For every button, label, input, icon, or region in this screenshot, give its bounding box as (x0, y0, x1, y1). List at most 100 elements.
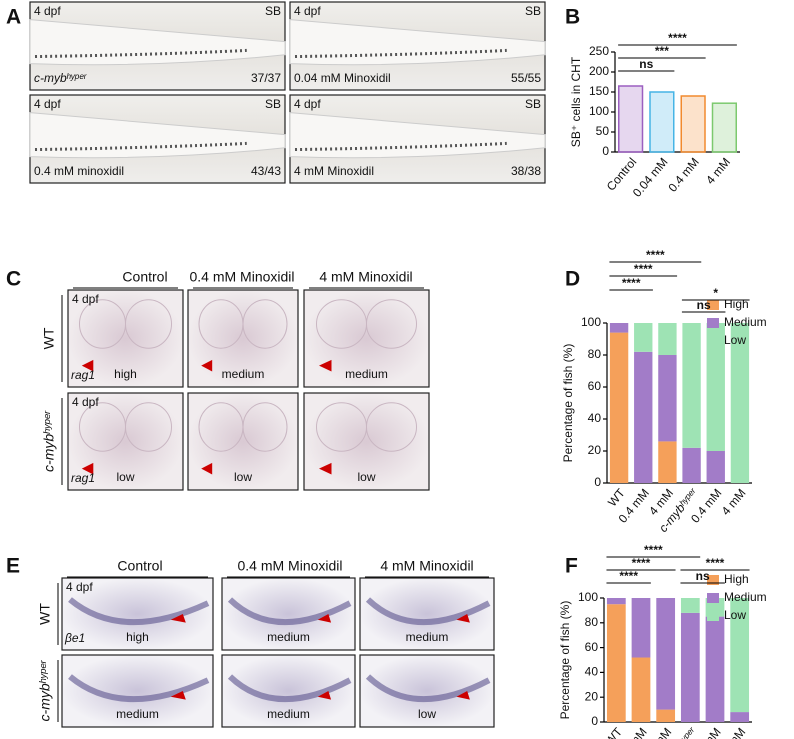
y-tick-label: 20 (588, 443, 602, 457)
level-label: medium (222, 367, 265, 381)
column-header: 0.4 mM Minoxidil (189, 269, 294, 285)
bar (618, 85, 644, 153)
level-label: medium (345, 367, 388, 381)
probe-label: rag1 (71, 368, 95, 382)
y-tick-label: 50 (596, 124, 610, 138)
level-label: low (418, 707, 436, 721)
x-tick-label: 4 mM (719, 486, 749, 518)
row-label: WT (41, 327, 57, 349)
condition-label: 4 mM Minoxidil (294, 164, 374, 178)
bar-segment (658, 441, 677, 483)
larva (68, 674, 210, 703)
larva (365, 597, 491, 626)
bar-segment (658, 355, 677, 442)
significance-label: **** (646, 248, 665, 262)
y-tick-label: 250 (589, 44, 609, 58)
legend-label: Low (724, 333, 746, 347)
panel-letter: F (565, 555, 578, 578)
stage-label: 4 dpf (294, 4, 321, 18)
significance-label: **** (634, 262, 653, 276)
level-label: medium (406, 630, 449, 644)
bar-segment (730, 323, 750, 483)
arrowhead (319, 462, 332, 475)
column-header: Control (122, 269, 167, 285)
y-tick-label: 0 (591, 714, 598, 728)
level-label: medium (116, 707, 159, 721)
arrowhead (319, 359, 332, 372)
level-label: high (114, 367, 137, 381)
y-tick-label: 100 (581, 315, 601, 329)
count-label: 55/55 (511, 71, 541, 85)
x-tick-label: 0.4 mM (665, 155, 701, 195)
significance-label: **** (706, 556, 725, 570)
column-header: Control (117, 558, 162, 574)
y-tick-label: 100 (578, 590, 598, 604)
arrowhead (170, 691, 186, 700)
significance-label: * (713, 286, 718, 300)
bar (649, 91, 675, 153)
y-tick-label: 60 (588, 379, 602, 393)
y-axis-label: Percentage of fish (%) (558, 601, 572, 720)
bar-segment (730, 598, 750, 713)
level-label: low (357, 470, 375, 484)
legend-label: Low (724, 608, 746, 622)
panel-letter: D (565, 268, 580, 291)
bar-segment (609, 323, 629, 333)
significance-label: **** (619, 569, 638, 583)
significance-label: **** (622, 276, 641, 290)
bar-segment (680, 612, 700, 722)
stage-label: 4 dpf (34, 4, 61, 18)
eye (242, 402, 288, 452)
stain-label: SB (265, 4, 281, 18)
significance-label: **** (668, 31, 687, 45)
row-label: c-mybʰʸᵖᵉʳ (37, 660, 53, 722)
larva (365, 674, 491, 703)
bar-segment (658, 323, 677, 355)
level-label: low (234, 470, 252, 484)
significance-label: ns (696, 569, 710, 583)
eye (366, 299, 417, 349)
y-tick-label: 0 (602, 144, 609, 158)
eye (125, 402, 172, 452)
arrowhead (456, 614, 470, 623)
legend-swatch (707, 611, 719, 621)
arrowhead (456, 691, 470, 700)
arrowhead (81, 359, 94, 372)
count-label: 43/43 (251, 164, 281, 178)
level-label: low (116, 470, 134, 484)
column-header: 4 mM Minoxidil (319, 269, 412, 285)
count-label: 37/37 (251, 71, 281, 85)
bar-segment (606, 598, 626, 605)
bar-segment (730, 712, 750, 722)
probe-label: βe1 (64, 631, 85, 645)
condition-label: 0.04 mM Minoxidil (294, 71, 391, 85)
y-axis-label: SB⁺ cells in CHT (569, 56, 583, 147)
bar (680, 95, 706, 153)
row-label: WT (37, 603, 53, 625)
arrowhead (170, 614, 186, 623)
y-tick-label: 40 (588, 411, 602, 425)
arrowhead (317, 691, 332, 700)
stain-label: SB (525, 4, 541, 18)
stage-label: 4 dpf (34, 97, 61, 111)
y-tick-label: 100 (589, 104, 609, 118)
bar-segment (631, 657, 651, 722)
bar-segment (609, 332, 629, 483)
condition-label: 0.4 mM minoxidil (34, 164, 124, 178)
bar-segment (682, 447, 701, 483)
larva-tail (29, 112, 286, 159)
row-label: c-mybʰʸᵖᵉʳ (41, 410, 57, 472)
x-tick-label: 4 mM (644, 725, 674, 739)
bar-segment (682, 323, 701, 448)
stage-label: 4 dpf (72, 292, 99, 306)
column-header: 0.4 mM Minoxidil (237, 558, 342, 574)
arrowhead (81, 462, 94, 475)
eye (366, 402, 417, 452)
eye (125, 299, 172, 349)
larva-tail (289, 19, 546, 66)
legend-swatch (707, 300, 719, 310)
y-tick-label: 200 (589, 64, 609, 78)
bar-segment (706, 451, 725, 483)
y-tick-label: 80 (585, 615, 599, 629)
